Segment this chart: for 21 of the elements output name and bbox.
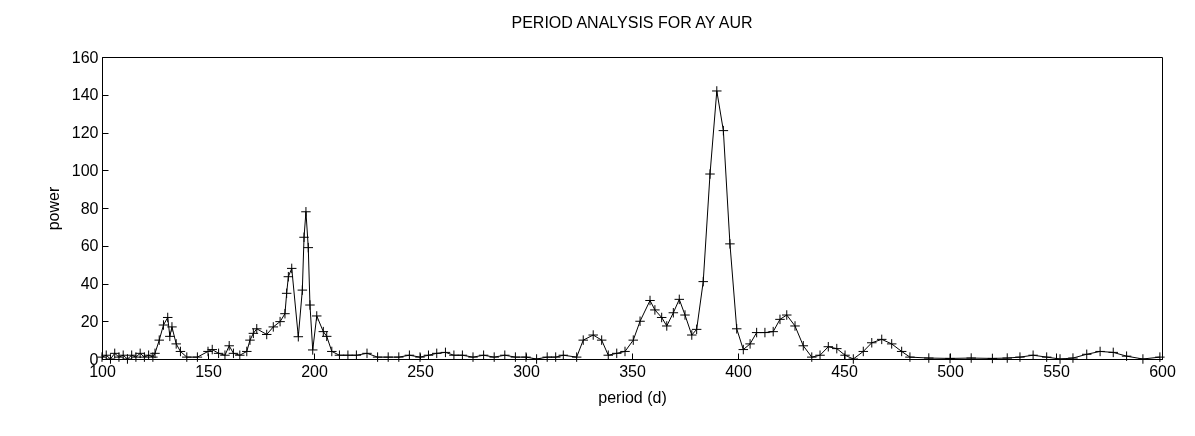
y-tick-label: 100 (71, 161, 99, 179)
x-tick-label: 300 (513, 362, 540, 380)
x-tick-label: 150 (195, 362, 222, 380)
x-tick-label: 550 (1043, 362, 1070, 380)
y-tick-label: 40 (80, 275, 99, 292)
y-tick-label: 20 (80, 312, 99, 330)
y-tick-label: 80 (80, 199, 99, 217)
y-tick-label: 60 (80, 237, 99, 255)
y-tick-label: 160 (71, 48, 99, 66)
x-tick-label: 350 (619, 362, 646, 380)
y-axis-title: power (44, 186, 62, 231)
x-tick-label: 250 (407, 362, 434, 380)
chart-title: PERIOD ANALYSIS FOR AY AUR (511, 14, 753, 31)
x-tick-label: 400 (725, 362, 752, 380)
x-tick-label: 450 (831, 362, 858, 380)
y-tick-label: 120 (71, 124, 99, 141)
x-tick-label: 600 (1149, 362, 1176, 380)
y-tick-label: 140 (71, 86, 99, 104)
x-axis-title: period (d) (598, 388, 667, 406)
x-tick-label: 200 (301, 362, 328, 380)
x-tick-label: 500 (937, 362, 964, 380)
